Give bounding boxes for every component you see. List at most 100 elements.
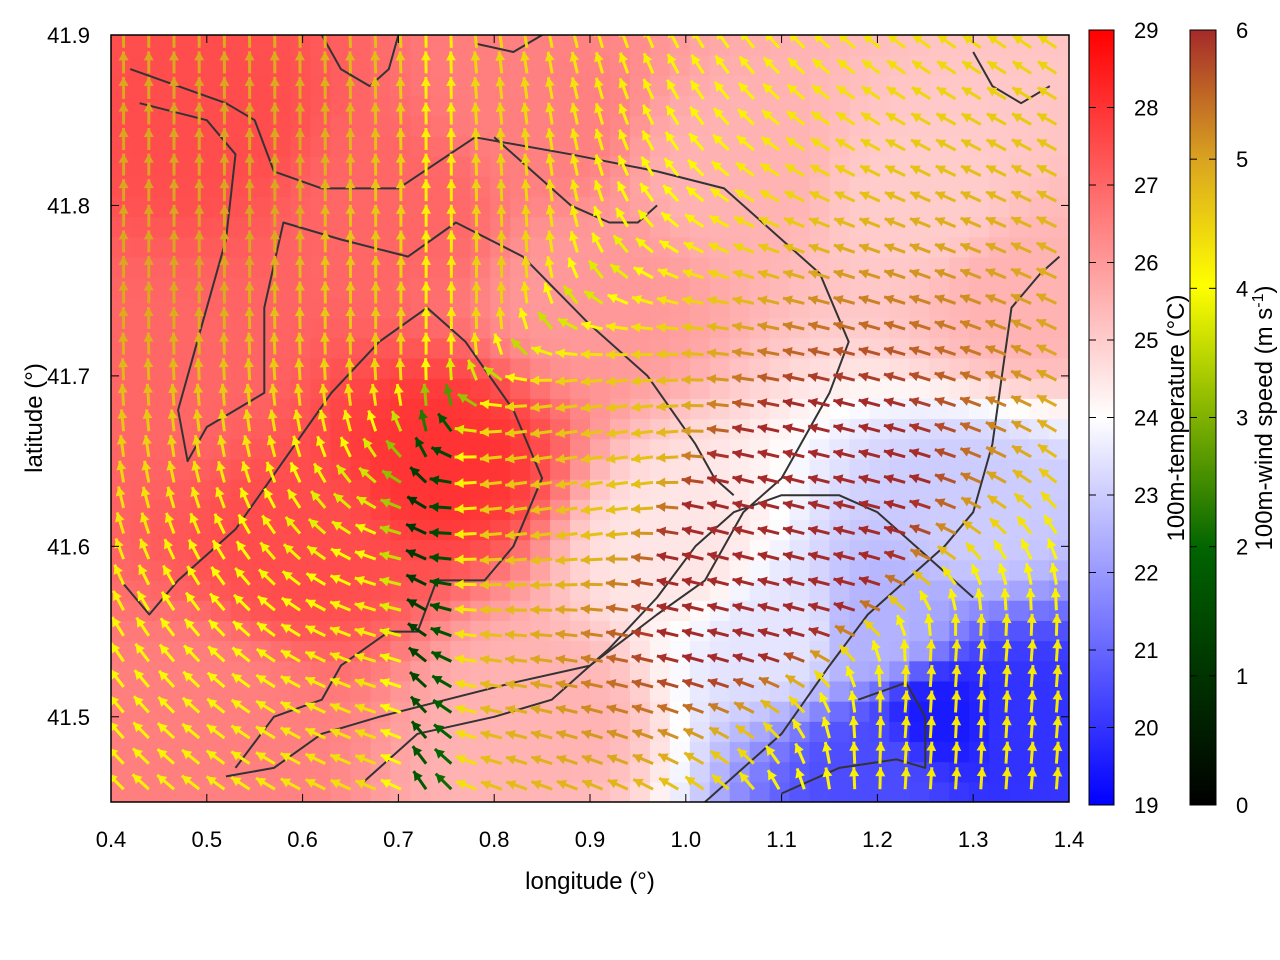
wind-arrow: [1036, 112, 1058, 126]
wind-arrow: [580, 654, 603, 665]
heatmap-cell: [769, 600, 791, 621]
wind-arrow: [758, 189, 780, 203]
wind-arrow: [1001, 639, 1012, 662]
heatmap-cell: [450, 620, 471, 642]
wind-arrow: [1016, 515, 1033, 535]
wind-arrow: [951, 741, 962, 764]
wind-arrow: [118, 102, 129, 125]
heatmap-cell: [1029, 499, 1050, 521]
heatmap-cell: [929, 317, 950, 339]
wind-arrow: [858, 474, 881, 484]
heatmap-cell: [290, 660, 312, 682]
wind-arrow: [1043, 514, 1058, 535]
wind-arrow: [189, 512, 201, 535]
wind-arrow: [706, 525, 730, 536]
heatmap-cell: [1029, 781, 1050, 802]
heatmap-cell: [689, 458, 711, 480]
heatmap-cell: [250, 600, 272, 621]
heatmap-cell: [949, 277, 970, 298]
heatmap-cell: [989, 277, 1010, 298]
wind-arrow: [520, 102, 531, 125]
wind-arrow: [787, 57, 806, 75]
wind-arrow: [244, 76, 255, 99]
wind-arrow: [530, 402, 553, 413]
heatmap-cell: [909, 620, 930, 642]
heatmap-cell: [390, 579, 411, 601]
heatmap-cell: [629, 519, 651, 541]
wind-arrow: [395, 179, 406, 202]
wind-arrow: [732, 602, 755, 612]
heatmap-cell: [170, 680, 192, 702]
colorbar-tick-label: 20: [1134, 716, 1158, 741]
heatmap-cell: [649, 660, 671, 682]
wind-arrow: [1027, 741, 1038, 764]
heatmap-cell: [310, 236, 332, 258]
heatmap-cell: [989, 438, 1010, 460]
contour-line: [474, 35, 543, 53]
heatmap-cell: [1009, 600, 1030, 621]
heatmap-cell: [250, 378, 272, 399]
wind-arrow: [1027, 664, 1038, 688]
wind-arrow: [986, 112, 1007, 126]
heatmap-cell: [769, 660, 791, 682]
heatmap-cell: [1029, 55, 1050, 76]
heatmap-cell: [909, 458, 930, 480]
wind-arrow: [370, 76, 381, 99]
heatmap-cell: [470, 236, 491, 258]
wind-arrow: [280, 596, 301, 612]
wind-arrow: [630, 478, 654, 489]
wind-arrow: [642, 78, 655, 100]
wind-arrow: [1010, 164, 1032, 177]
heatmap-cell: [590, 519, 611, 541]
wind-arrow: [205, 723, 226, 740]
wind-arrow: [304, 676, 326, 689]
wind-arrow: [707, 242, 730, 254]
wind-arrow: [545, 204, 556, 227]
wind-arrow: [833, 320, 856, 331]
wind-arrow: [1035, 292, 1058, 305]
wind-arrow: [1052, 741, 1063, 764]
wind-arrow: [885, 111, 906, 126]
heatmap-cell: [210, 156, 232, 177]
heatmap-cell: [1049, 781, 1069, 802]
wind-arrow: [370, 281, 381, 304]
wind-arrow: [681, 348, 704, 359]
wind-arrow: [261, 514, 277, 535]
wind-arrow: [612, 234, 629, 254]
wind-arrow: [520, 128, 531, 151]
heatmap-cell: [829, 781, 851, 802]
heatmap-cell: [709, 458, 731, 480]
wind-arrow: [934, 268, 957, 280]
wind-arrow: [757, 269, 780, 280]
wind-arrow: [581, 754, 604, 766]
heatmap-cell: [111, 317, 132, 339]
heatmap-cell: [909, 479, 930, 500]
wind-arrow: [505, 679, 528, 690]
wind-arrow: [454, 704, 477, 715]
wind-label-main: 100m-wind speed (m s: [1251, 308, 1278, 551]
wind-arrow: [1036, 368, 1058, 382]
heatmap-cell: [530, 135, 551, 157]
wind-arrow: [395, 128, 406, 151]
heatmap-cell: [689, 781, 711, 802]
wind-arrow: [395, 332, 406, 355]
wind-arrow: [280, 623, 301, 638]
heatmap-cell: [689, 620, 711, 642]
heatmap-cell: [889, 357, 910, 379]
wind-arrow: [118, 128, 129, 151]
x-tick-label: 0.6: [287, 827, 318, 852]
wind-arrow: [433, 747, 453, 765]
wind-arrow: [689, 79, 705, 100]
heatmap-cell: [629, 458, 651, 480]
wind-arrow: [682, 727, 705, 740]
wind-arrow: [330, 547, 352, 561]
wind-arrow: [631, 628, 654, 639]
heatmap-cell: [270, 438, 292, 460]
wind-arrow: [764, 745, 781, 765]
wind-arrow: [757, 499, 780, 510]
heatmap-cell: [450, 741, 471, 763]
wind-arrow: [113, 564, 125, 586]
wind-arrow: [631, 678, 654, 689]
heatmap-cell: [789, 115, 811, 137]
wind-arrow: [318, 383, 329, 406]
